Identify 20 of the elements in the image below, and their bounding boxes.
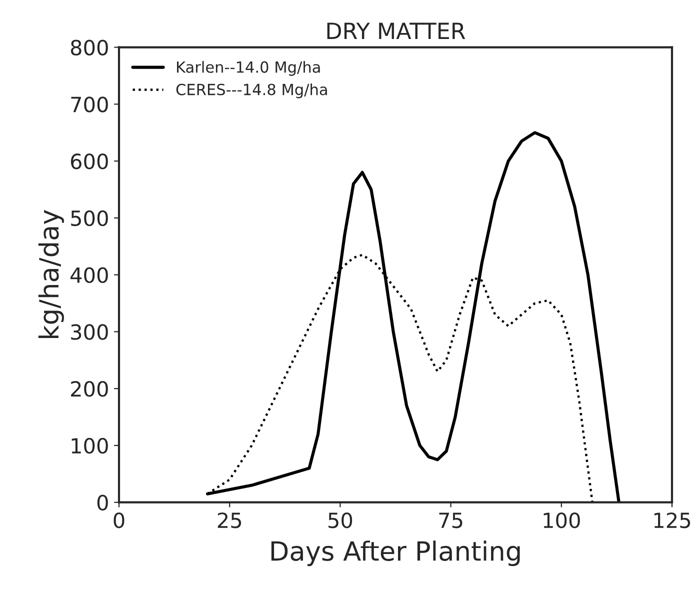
x-tick-label: 75: [439, 512, 462, 528]
y-tick-label: 100: [72, 438, 108, 454]
y-tick-label: 700: [71, 96, 108, 112]
x-tick-label: 25: [218, 512, 242, 528]
y-tick-label: 600: [70, 154, 108, 170]
x-tick-label: 100: [544, 512, 580, 528]
y-axis-title: kg/ha/day: [38, 210, 64, 338]
chart-title: DRY MATTER: [327, 22, 466, 39]
y-tick-label: 200: [71, 381, 108, 397]
x-tick-label: 0: [114, 512, 124, 528]
y-tick-label: 800: [70, 40, 108, 56]
x-axis-title: Days After Planting: [271, 540, 520, 566]
x-tick-label: 125: [654, 512, 690, 528]
x-tick-label: 50: [328, 512, 352, 528]
legend-label: CERES---14.8 Mg/ha: [176, 83, 327, 98]
y-tick-label: 500: [71, 210, 108, 226]
legend-label: Karlen--14.0 Mg/ha: [177, 61, 320, 76]
y-tick-label: 400: [70, 267, 108, 284]
y-tick-label: 300: [71, 324, 108, 340]
y-tick-label: 0: [97, 494, 108, 511]
